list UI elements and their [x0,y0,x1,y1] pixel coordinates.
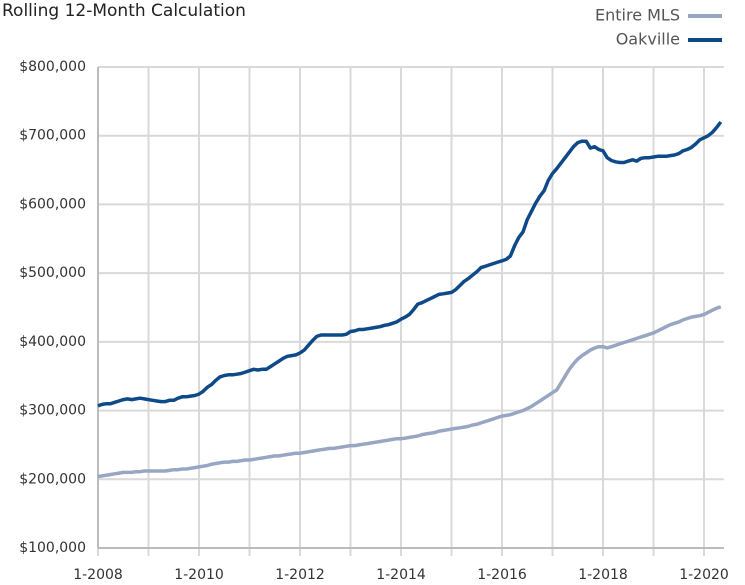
y-tick-label: $100,000 [19,540,86,556]
x-tick-label: 1-2012 [275,567,325,583]
series-line [97,305,722,479]
y-tick-label: $600,000 [19,196,86,212]
x-tick-label: 1-2008 [73,567,123,583]
y-tick-label: $200,000 [19,471,86,487]
chart-title: Rolling 12-Month Calculation [2,1,246,21]
y-tick-label: $700,000 [19,128,86,144]
y-tick-label: $300,000 [19,403,86,419]
x-tick-label: 1-2018 [578,567,628,583]
legend-label: Entire MLS [595,6,680,25]
x-tick-label: 1-2016 [477,567,527,583]
series-line [97,120,723,408]
y-tick-label: $400,000 [19,334,86,350]
legend-label: Oakville [616,30,680,49]
y-tick-label: $500,000 [19,265,86,281]
x-tick-label: 1-2010 [174,567,224,583]
y-tick-label: $800,000 [19,59,86,75]
x-tick-label: 1-2020 [679,567,729,583]
x-tick-label: 1-2014 [376,567,426,583]
